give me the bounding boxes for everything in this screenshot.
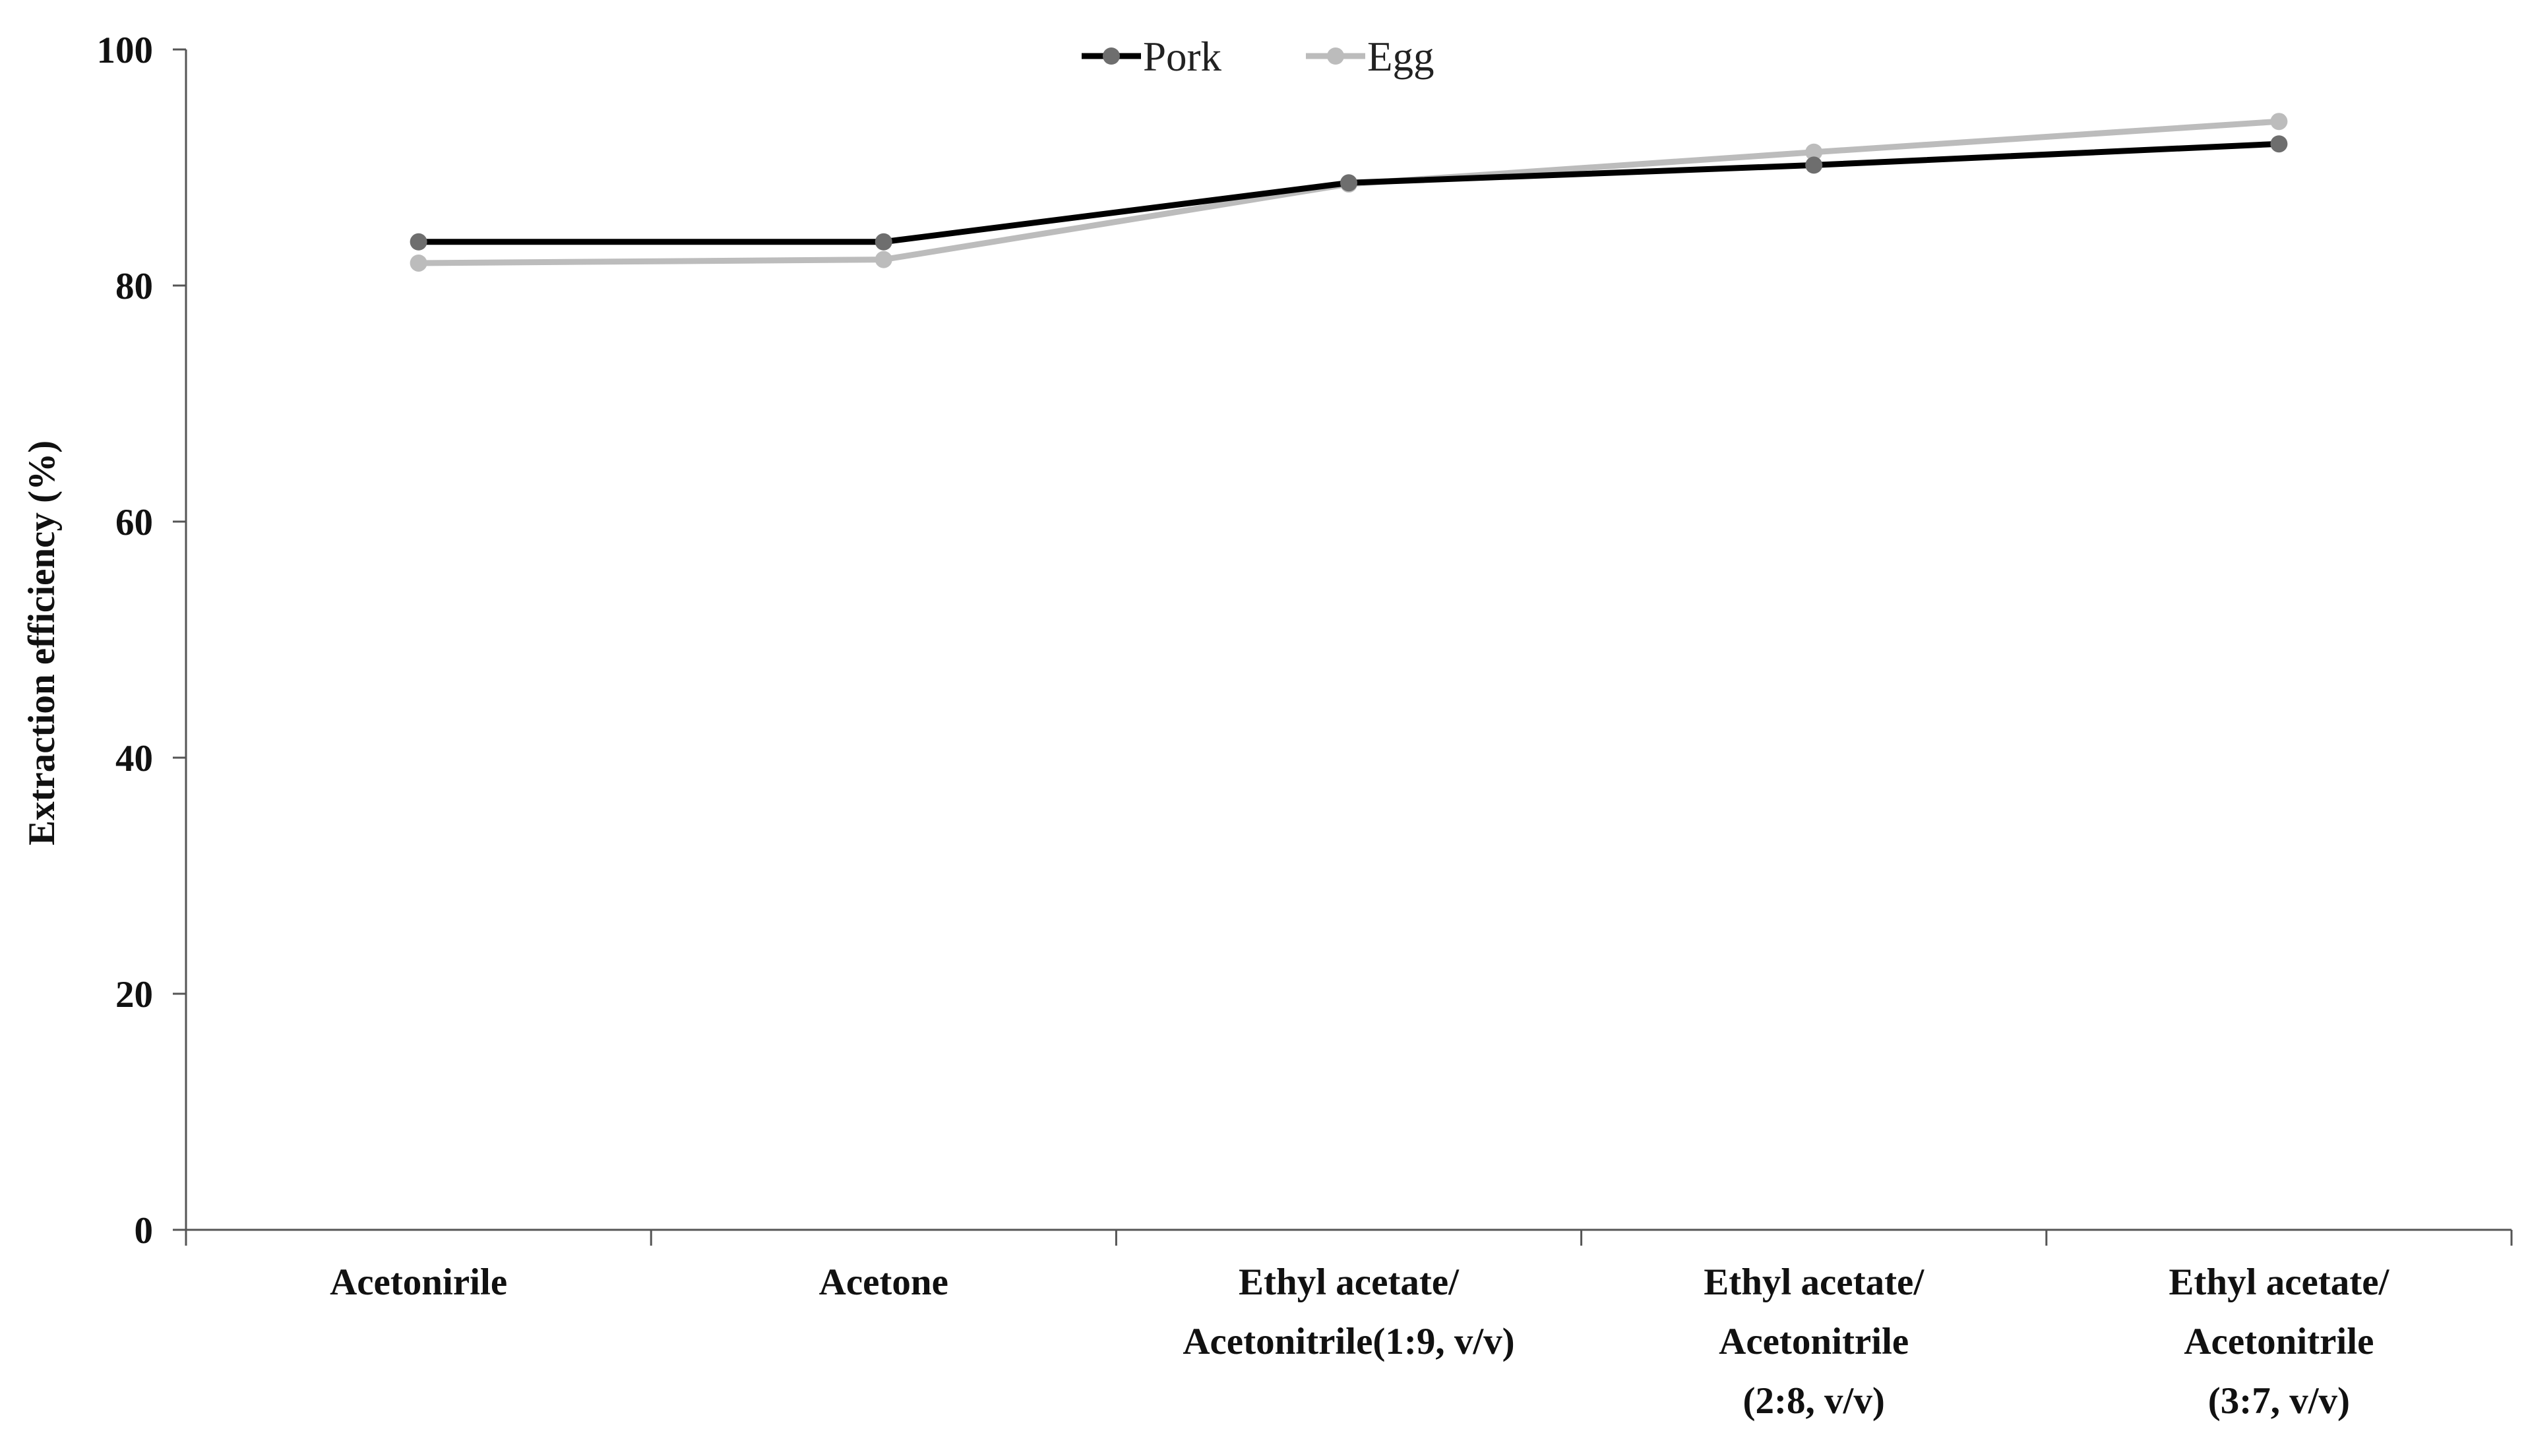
y-tick-label: 40 bbox=[115, 738, 153, 779]
data-point-egg bbox=[1805, 143, 1823, 161]
x-category-label-line: Acetonitrile(1:9, v/v) bbox=[1183, 1321, 1514, 1362]
x-category-label: Acetonirile bbox=[330, 1261, 507, 1303]
y-tick-label: 20 bbox=[115, 974, 153, 1016]
y-tick-label: 80 bbox=[115, 266, 153, 307]
x-category-label: Acetone bbox=[819, 1261, 948, 1303]
y-tick-label: 0 bbox=[135, 1210, 154, 1252]
series-line-pork bbox=[418, 140, 2279, 245]
data-point-egg bbox=[875, 251, 892, 268]
data-point-pork bbox=[410, 233, 427, 251]
x-category-label: Ethyl acetate/Acetonitrile (3:7, v/v) bbox=[2169, 1261, 2389, 1422]
x-category-label-line: Acetone bbox=[819, 1261, 948, 1303]
x-category-label-line: Ethyl acetate/ bbox=[1704, 1261, 1925, 1303]
x-axis-ticks: Acetonirile Acetone Ethyl acetate/Acetonit… bbox=[185, 1230, 2513, 1422]
x-category-label-line: (2:8, v/v) bbox=[1743, 1380, 1885, 1422]
y-tick-label: 60 bbox=[115, 502, 153, 543]
legend-label-pork: Pork bbox=[1143, 34, 1222, 80]
x-category-label-line: Ethyl acetate/ bbox=[2169, 1261, 2389, 1303]
x-category-label: Ethyl acetate/Acetonitrile (2:8, v/v) bbox=[1704, 1261, 1925, 1422]
data-point-egg bbox=[2270, 113, 2288, 131]
data-point-pork bbox=[875, 233, 892, 251]
data-point-pork bbox=[1340, 174, 1357, 192]
legend-label-egg: Egg bbox=[1367, 34, 1434, 80]
data-point-pork bbox=[2270, 135, 2288, 153]
y-axis-title: Extraction efficiency (%) bbox=[21, 440, 63, 845]
x-category-label-line: Ethyl acetate/ bbox=[1239, 1261, 1460, 1303]
legend: Pork Egg bbox=[1082, 34, 1434, 80]
x-category-label: Ethyl acetate/Acetonitrile(1:9, v/v) bbox=[1183, 1261, 1514, 1362]
series-lines bbox=[410, 113, 2288, 272]
axes bbox=[185, 49, 2512, 1231]
y-axis-ticks: 0 20 40 60 80 100 bbox=[97, 30, 186, 1252]
x-category-label-line: (3:7, v/v) bbox=[2208, 1380, 2350, 1422]
data-point-egg bbox=[410, 254, 427, 272]
x-category-label-line: Acetonitrile bbox=[1719, 1321, 1909, 1362]
x-category-label-line: Acetonitrile bbox=[2184, 1321, 2374, 1362]
y-tick-label: 100 bbox=[97, 30, 154, 71]
x-category-label-line: Acetonirile bbox=[330, 1261, 507, 1303]
data-point-pork bbox=[1805, 156, 1823, 174]
legend-swatch-marker-egg bbox=[1327, 47, 1344, 65]
legend-swatch-marker-pork bbox=[1103, 47, 1120, 65]
